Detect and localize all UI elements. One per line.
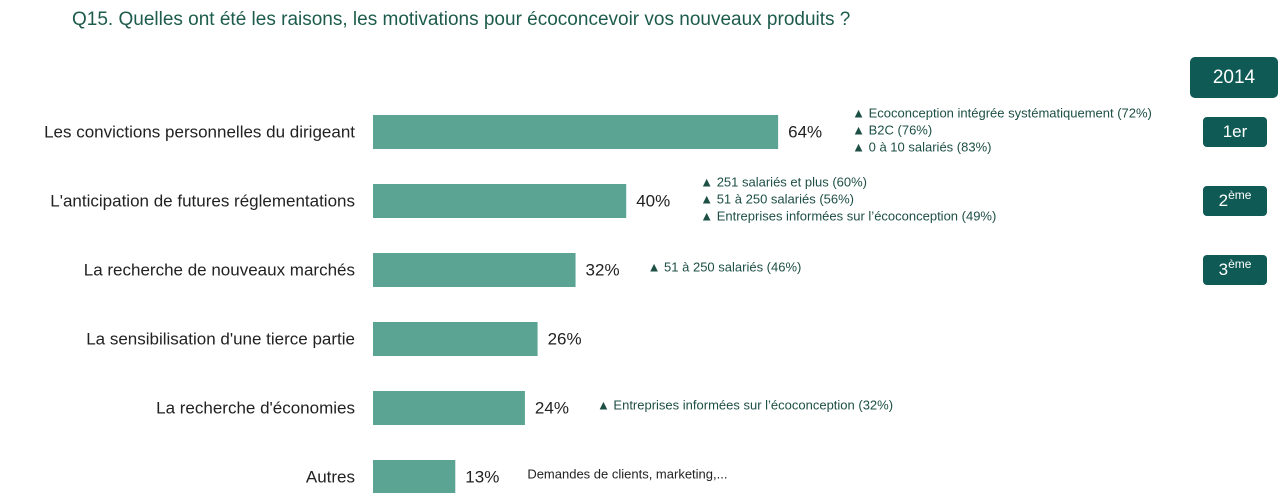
value-label: 32% [586, 260, 620, 279]
category-label: La recherche d'économies [156, 398, 355, 417]
category-label: La recherche de nouveaux marchés [84, 260, 355, 279]
chart-title: Q15. Quelles ont été les raisons, les mo… [72, 9, 850, 30]
rank-label: 2ème [1219, 188, 1252, 210]
value-label: 24% [535, 398, 569, 417]
rank-suffix: ème [1228, 188, 1252, 202]
annotation: ▲ 0 à 10 salariés (83%) [852, 139, 991, 154]
annotation: ▲ Ecoconception intégrée systématiquemen… [852, 105, 1152, 120]
rank-label: 1er [1223, 122, 1248, 141]
rank-number: 1er [1223, 122, 1248, 141]
bar [373, 322, 538, 356]
value-label: 64% [788, 122, 822, 141]
rank-number: 2 [1219, 191, 1228, 210]
year-badge [1190, 57, 1278, 98]
annotation: ▲ Entreprises informées sur l’écoconcept… [597, 397, 893, 412]
category-label: La sensibilisation d'une tierce partie [86, 329, 355, 348]
annotation: ▲ B2C (76%) [852, 122, 932, 137]
annotation: ▲ Entreprises informées sur l’écoconcept… [700, 208, 996, 223]
bar [373, 253, 576, 287]
bar [373, 460, 456, 493]
rank-label: 3ème [1219, 257, 1252, 279]
bar [373, 115, 779, 149]
annotation: ▲ 251 salariés et plus (60%) [700, 174, 867, 189]
rank-badge [1203, 117, 1267, 147]
category-label: Les convictions personnelles du dirigean… [44, 122, 355, 141]
rank-badge [1203, 255, 1267, 285]
year-label: 2014 [1213, 67, 1256, 88]
annotation: ▲ 51 à 250 salariés (46%) [648, 259, 802, 274]
value-label: 26% [548, 329, 582, 348]
annotation: ▲ 51 à 250 salariés (56%) [700, 191, 854, 206]
value-label: 13% [465, 467, 499, 486]
rank-number: 3 [1219, 260, 1228, 279]
rank-suffix: ème [1228, 257, 1252, 271]
annotation: Demandes de clients, marketing,... [527, 466, 727, 481]
bar [373, 391, 525, 425]
bar [373, 184, 627, 218]
category-label: L'anticipation de futures réglementation… [50, 191, 355, 210]
category-label: Autres [306, 467, 355, 486]
rank-badge [1203, 186, 1267, 216]
value-label: 40% [636, 191, 670, 210]
